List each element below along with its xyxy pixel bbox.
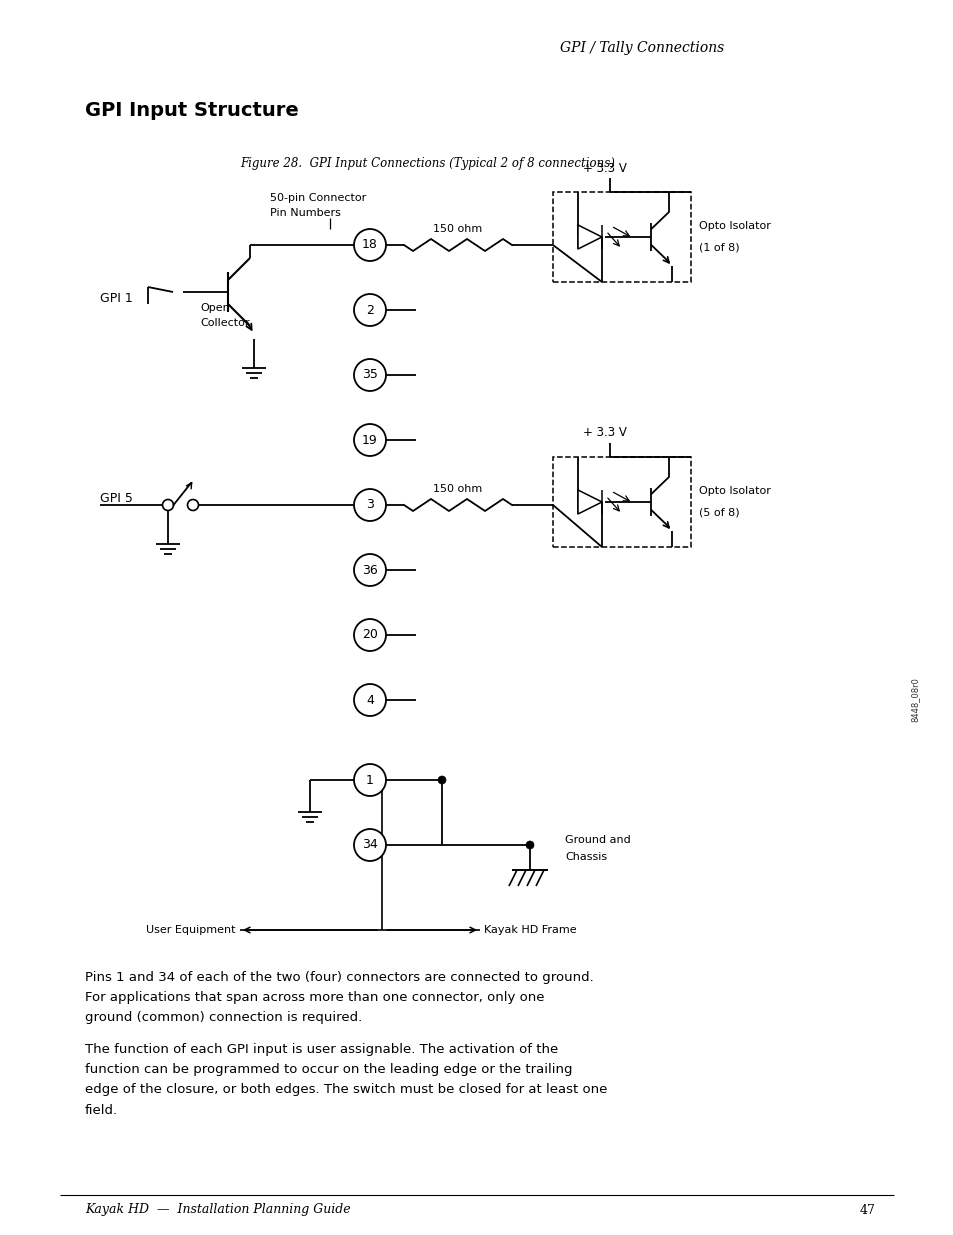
Text: 34: 34 (362, 839, 377, 851)
Text: (5 of 8): (5 of 8) (699, 508, 739, 517)
Polygon shape (578, 490, 601, 514)
Text: 50-pin Connector: 50-pin Connector (270, 193, 366, 203)
Text: Ground and: Ground and (564, 835, 630, 845)
Circle shape (354, 489, 386, 521)
Text: 8448_08r0: 8448_08r0 (909, 678, 919, 722)
Circle shape (354, 555, 386, 585)
Text: 18: 18 (362, 238, 377, 252)
Circle shape (354, 359, 386, 391)
Text: GPI / Tally Connections: GPI / Tally Connections (559, 41, 723, 56)
Text: Kayak HD  —  Installation Planning Guide: Kayak HD — Installation Planning Guide (85, 1203, 351, 1216)
Text: ground (common) connection is required.: ground (common) connection is required. (85, 1011, 362, 1025)
Text: 150 ohm: 150 ohm (433, 224, 482, 233)
Text: For applications that span across more than one connector, only one: For applications that span across more t… (85, 992, 544, 1004)
Text: Pin Numbers: Pin Numbers (270, 207, 340, 219)
Text: 47: 47 (860, 1203, 875, 1216)
Text: 19: 19 (362, 433, 377, 447)
Text: field.: field. (85, 1104, 118, 1116)
Circle shape (525, 841, 534, 848)
Text: Open: Open (200, 303, 230, 312)
Text: 35: 35 (362, 368, 377, 382)
Text: GPI Input Structure: GPI Input Structure (85, 100, 298, 120)
Circle shape (354, 294, 386, 326)
Circle shape (354, 424, 386, 456)
Text: 20: 20 (362, 629, 377, 641)
Text: + 3.3 V: + 3.3 V (582, 426, 626, 440)
Text: edge of the closure, or both edges. The switch must be closed for at least one: edge of the closure, or both edges. The … (85, 1083, 607, 1097)
Circle shape (354, 829, 386, 861)
Circle shape (188, 499, 198, 510)
Text: The function of each GPI input is user assignable. The activation of the: The function of each GPI input is user a… (85, 1044, 558, 1056)
Text: User Equipment: User Equipment (147, 925, 235, 935)
Circle shape (354, 228, 386, 261)
Text: Pins 1 and 34 of each of the two (four) connectors are connected to ground.: Pins 1 and 34 of each of the two (four) … (85, 972, 593, 984)
Text: GPI 1: GPI 1 (100, 291, 132, 305)
Circle shape (354, 619, 386, 651)
Circle shape (354, 764, 386, 797)
Polygon shape (578, 225, 601, 249)
Text: function can be programmed to occur on the leading edge or the trailing: function can be programmed to occur on t… (85, 1063, 572, 1077)
Text: 150 ohm: 150 ohm (433, 484, 482, 494)
Text: Chassis: Chassis (564, 852, 606, 862)
Text: + 3.3 V: + 3.3 V (582, 162, 626, 174)
Text: Opto Isolator: Opto Isolator (699, 487, 770, 496)
Bar (553, 457, 690, 547)
Text: 2: 2 (366, 304, 374, 316)
Text: Collector: Collector (200, 317, 250, 329)
Text: Opto Isolator: Opto Isolator (699, 221, 770, 231)
Text: Figure 28.  GPI Input Connections (Typical 2 of 8 connections): Figure 28. GPI Input Connections (Typica… (240, 157, 615, 169)
Circle shape (437, 776, 446, 784)
Text: Kayak HD Frame: Kayak HD Frame (483, 925, 576, 935)
Circle shape (354, 684, 386, 716)
Text: 1: 1 (366, 773, 374, 787)
Text: (1 of 8): (1 of 8) (699, 243, 739, 253)
Circle shape (162, 499, 173, 510)
Text: 3: 3 (366, 499, 374, 511)
Text: 4: 4 (366, 694, 374, 706)
Text: GPI 5: GPI 5 (100, 492, 132, 505)
Bar (553, 191, 690, 282)
Text: 36: 36 (362, 563, 377, 577)
